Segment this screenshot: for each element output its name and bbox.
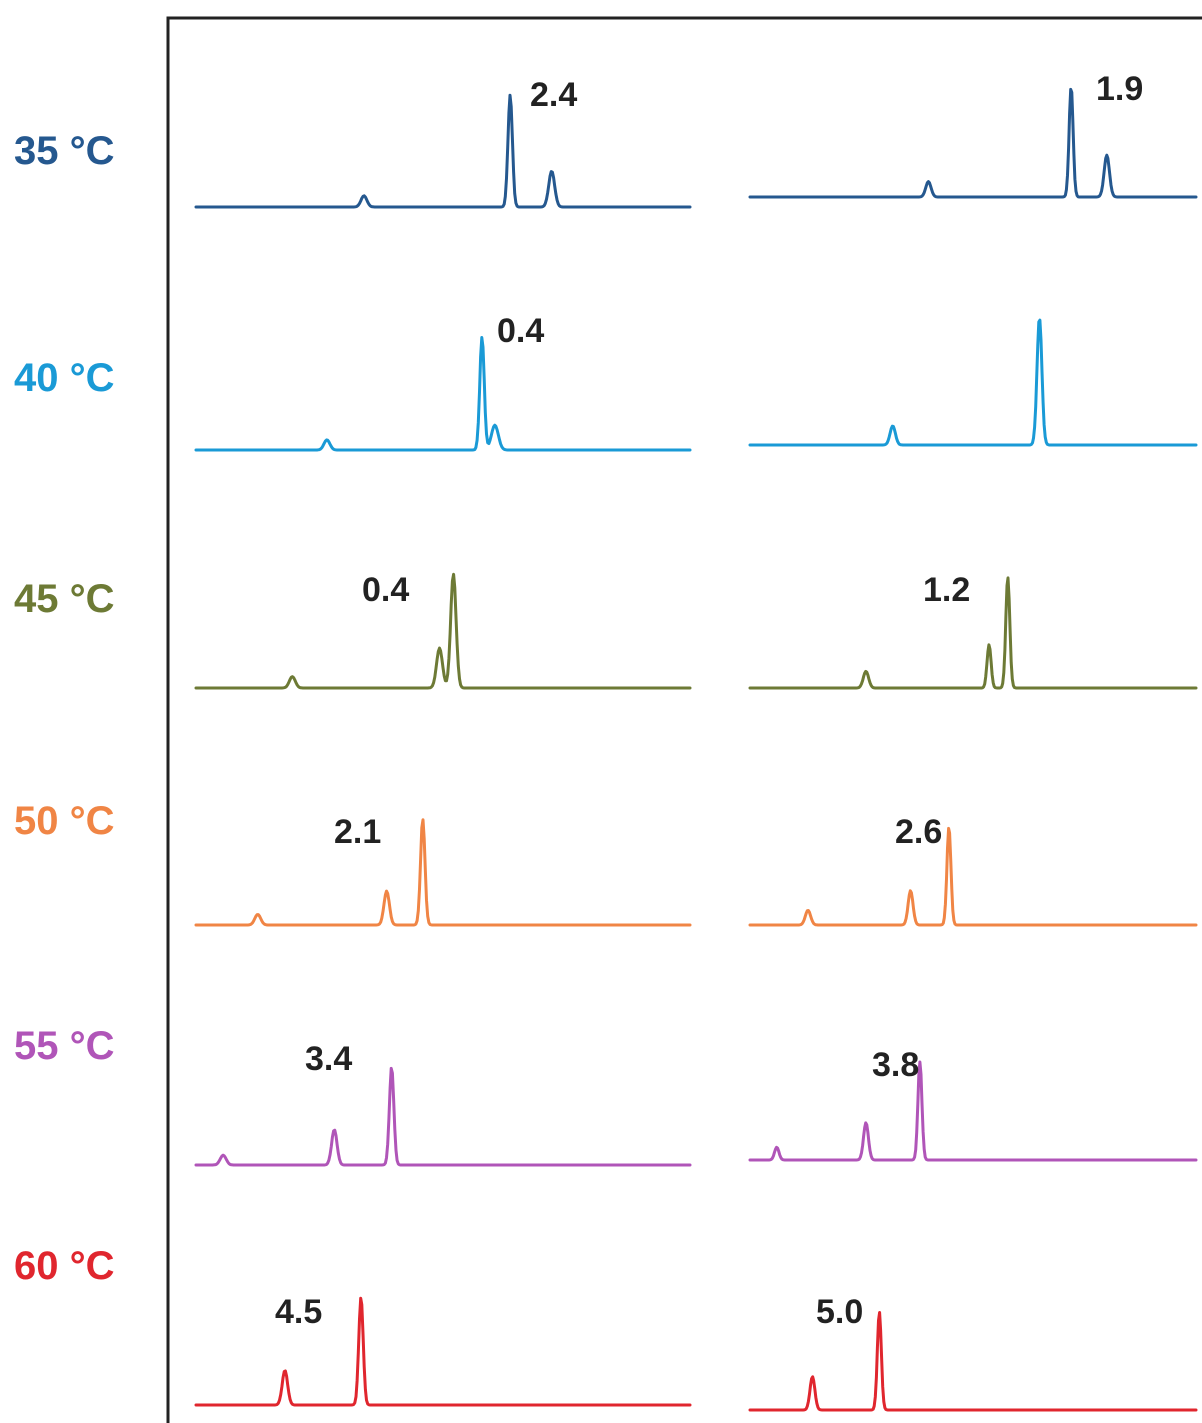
trace-right (748, 87, 1198, 199)
resolution-label: 0.4 (497, 312, 544, 350)
trace-left (194, 818, 692, 927)
row-4: 50 °C 2.1 2.6 (14, 799, 1198, 927)
temperature-label: 40 °C (14, 356, 115, 400)
resolution-label: 2.6 (895, 813, 942, 851)
trace-left (194, 572, 692, 690)
resolution-label: 3.4 (305, 1040, 352, 1078)
resolution-label: 1.9 (1096, 70, 1143, 108)
row-3: 45 °C 0.4 1.2 (14, 571, 1198, 690)
resolution-label: 3.8 (872, 1046, 919, 1084)
trace-right (748, 576, 1198, 690)
trace-left (194, 1296, 692, 1407)
trace-left (194, 336, 692, 452)
row-5: 55 °C 3.4 3.8 (14, 1024, 1198, 1167)
temperature-label: 55 °C (14, 1024, 115, 1068)
temperature-label: 35 °C (14, 129, 115, 173)
trace-right (748, 1060, 1198, 1162)
plot-frame (166, 16, 1202, 1423)
temperature-label: 45 °C (14, 577, 115, 621)
trace-right (748, 826, 1198, 927)
resolution-label: 0.4 (362, 571, 409, 609)
resolution-label: 1.2 (923, 571, 970, 609)
temperature-label: 50 °C (14, 799, 115, 843)
trace-left (194, 1066, 692, 1167)
row-2: 40 °C 0.4 (14, 312, 1198, 452)
resolution-label: 5.0 (816, 1293, 863, 1331)
temperature-label: 60 °C (14, 1244, 115, 1288)
resolution-label: 2.4 (530, 76, 577, 114)
chromatogram-rows: 35 °C 2.4 1.9 40 °C 0.4 45 °C 0.4 1.2 50 °C 2.1 2.… (14, 70, 1198, 1412)
resolution-label: 2.1 (334, 813, 381, 851)
row-6: 60 °C 4.5 5.0 (14, 1244, 1198, 1412)
trace-left (194, 93, 692, 209)
resolution-label: 4.5 (275, 1293, 322, 1331)
trace-right (748, 318, 1198, 447)
trace-right (748, 1311, 1198, 1412)
row-1: 35 °C 2.4 1.9 (14, 70, 1198, 209)
